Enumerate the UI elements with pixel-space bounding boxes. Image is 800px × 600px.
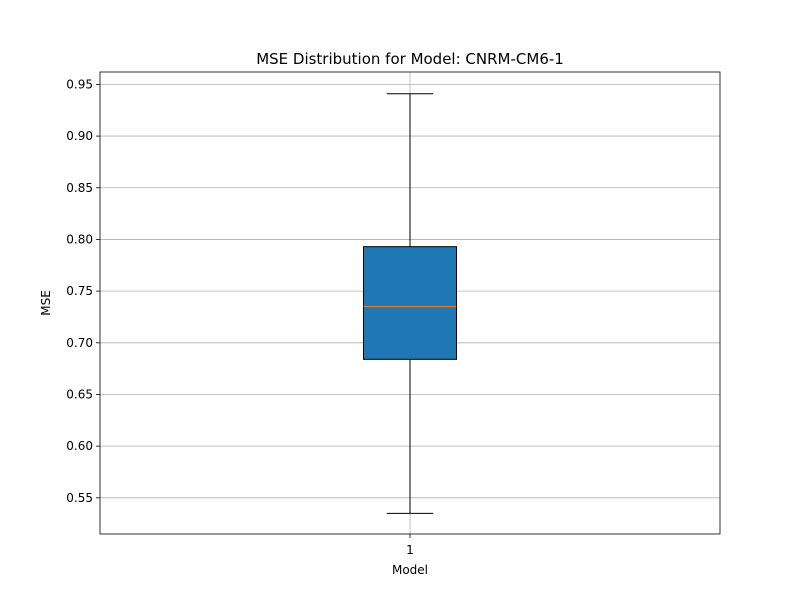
y-tick-label: 0.60 [66,439,93,453]
y-tick-label: 0.85 [66,181,93,195]
box-iqr [363,246,457,360]
chart-title: MSE Distribution for Model: CNRM-CM6-1 [256,50,564,68]
y-tick-label: 0.65 [66,387,93,401]
y-tick-label: 0.90 [66,129,93,143]
x-tick-label: 1 [406,543,414,557]
x-axis-label: Model [392,563,428,577]
axes-frame [99,71,721,535]
y-axis-label: MSE [39,290,53,316]
y-tick-label: 0.75 [66,284,93,298]
y-tick-label: 0.95 [66,77,93,91]
y-tick-label: 0.55 [66,491,93,505]
axes: 0.55 0.60 0.65 0.70 0.75 0.80 0.85 0.90 0.95 1 [66,71,721,557]
box-plot [363,93,457,514]
y-tick-label: 0.70 [66,336,93,350]
y-tick-label: 0.80 [66,232,93,246]
